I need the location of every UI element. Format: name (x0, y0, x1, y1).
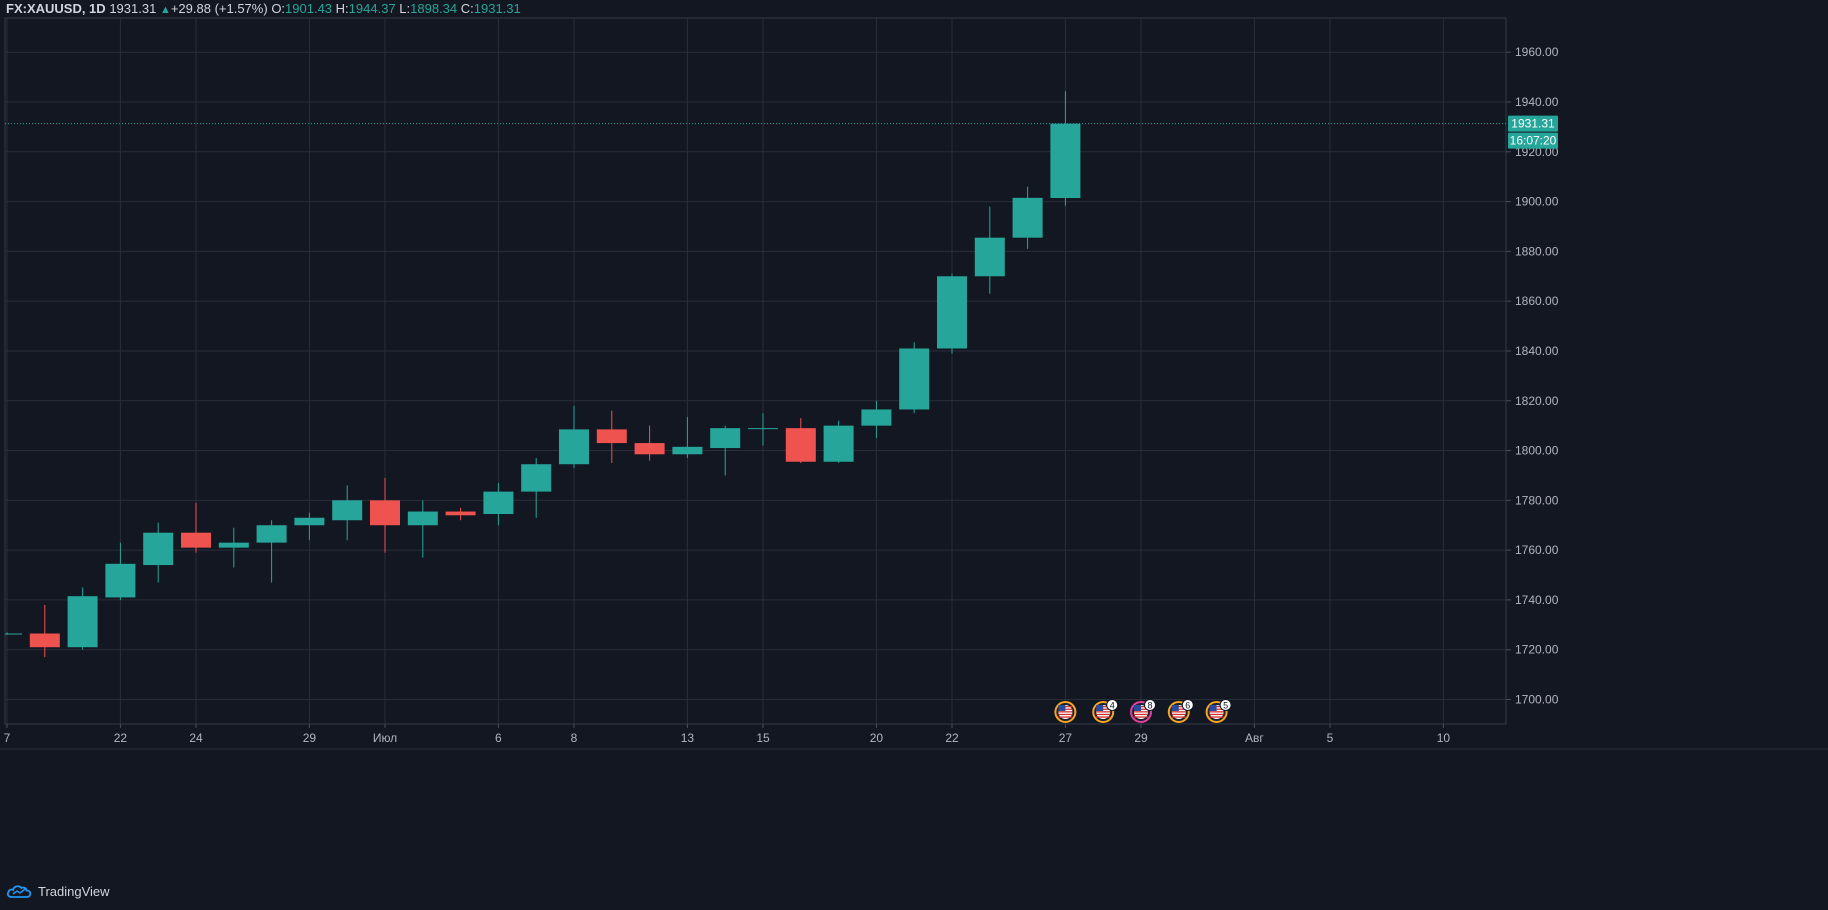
candle-body-down[interactable] (596, 429, 627, 444)
candle-body-up[interactable] (899, 348, 930, 410)
footer-brand[interactable]: TradingView (6, 880, 110, 902)
candle-body-up[interactable] (974, 237, 1005, 277)
event-count-badge: 6 (1185, 701, 1190, 711)
us-flag-icon[interactable]: 5 (1205, 699, 1232, 723)
high-value: 1944.37 (348, 1, 396, 16)
low-value: 1898.34 (410, 1, 458, 16)
y-tick-label: 1840.00 (1515, 344, 1559, 358)
bar-close-countdown: 16:07:20 (1510, 134, 1557, 148)
x-tick-label: Июл (373, 731, 397, 745)
symbol-name[interactable]: FX:XAUUSD, 1D (6, 1, 106, 16)
price-tag-value: 1931.31 (1511, 117, 1555, 131)
candlestick-chart[interactable]: 1700.00 1720.00 1740.00 1760.00 1780.00 1800.… (0, 0, 1828, 880)
x-tick-label: 13 (681, 731, 695, 745)
candle-body-down[interactable] (785, 428, 816, 462)
y-tick-label: 1860.00 (1515, 294, 1559, 308)
y-tick-label: 1700.00 (1515, 693, 1559, 707)
y-tick-label: 1820.00 (1515, 394, 1559, 408)
candle-body-down[interactable] (370, 500, 400, 526)
candle-body-up[interactable] (672, 446, 703, 455)
price-change: +29.88 (+1.57%) (170, 1, 268, 16)
us-flag-icon[interactable]: 4 (1092, 699, 1119, 723)
candle-body-down[interactable] (445, 511, 476, 516)
x-tick-label: 22 (945, 731, 959, 745)
candle-body-up[interactable] (710, 428, 741, 449)
y-tick-label: 1960.00 (1515, 45, 1559, 59)
price-tag-box (1508, 115, 1558, 132)
candle-body-up[interactable] (521, 464, 552, 492)
candle-body-up[interactable] (1012, 197, 1043, 238)
x-tick-label: 27 (1059, 731, 1073, 745)
y-tick-label: 1880.00 (1515, 244, 1559, 258)
candle-body-down[interactable] (181, 532, 211, 548)
candle-body-down[interactable] (634, 443, 665, 455)
x-tick-label: 29 (303, 731, 317, 745)
candle-body-up[interactable] (861, 409, 892, 426)
x-tick-label: 24 (189, 731, 203, 745)
x-tick-label: 15 (756, 731, 770, 745)
plot-frame (4, 17, 1507, 725)
y-tick-label: 1740.00 (1515, 593, 1559, 607)
x-tick-label: Авг (1245, 731, 1264, 745)
candle-body-up[interactable] (5, 633, 22, 635)
x-tick-label: 5 (1327, 731, 1334, 745)
candle-body-up[interactable] (559, 429, 589, 465)
y-tick-label: 1900.00 (1515, 195, 1559, 209)
candle-body-down[interactable] (29, 633, 60, 648)
y-tick-label: 1780.00 (1515, 493, 1559, 507)
x-tick-label: 29 (1134, 731, 1148, 745)
candle-body-up[interactable] (1050, 123, 1081, 199)
candle-body-up[interactable] (294, 517, 325, 526)
candle-body-up[interactable] (67, 596, 98, 648)
y-tick-label: 1940.00 (1515, 95, 1559, 109)
candle-body-up[interactable] (937, 276, 967, 349)
candle-body-up[interactable] (483, 491, 514, 515)
event-count-badge: 5 (1223, 701, 1228, 711)
us-flag-icon[interactable] (1054, 701, 1077, 723)
candle-body-up[interactable] (748, 428, 778, 430)
x-tick-label: 8 (571, 731, 578, 745)
candle-body-up[interactable] (332, 500, 363, 521)
candle-body-up[interactable] (407, 511, 438, 526)
candle-body-up[interactable] (143, 532, 174, 566)
event-count-badge: 4 (1110, 701, 1115, 711)
candle-body-up[interactable] (256, 525, 287, 543)
high-label: H: (335, 1, 349, 16)
y-tick-label: 1760.00 (1515, 543, 1559, 557)
tradingview-cloud-icon (6, 885, 32, 898)
candle-body-up[interactable] (105, 563, 136, 598)
brand-name: TradingView (38, 883, 110, 899)
close-value: 1931.31 (473, 1, 521, 16)
last-price: 1931.31 (109, 1, 157, 16)
open-label: O: (271, 1, 286, 16)
event-count-badge: 8 (1147, 701, 1152, 711)
us-flag-icon[interactable]: 6 (1167, 699, 1194, 723)
symbol-legend: FX:XAUUSD, 1D 1931.31 ▲+29.88 (+1.57%) O… (6, 0, 521, 18)
y-tick-label: 1800.00 (1515, 444, 1559, 458)
x-tick-label: 6 (495, 731, 502, 745)
open-value: 1901.43 (285, 1, 333, 16)
x-tick-label: 22 (114, 731, 128, 745)
candle-body-up[interactable] (823, 425, 854, 462)
y-tick-label: 1720.00 (1515, 643, 1559, 657)
x-tick-label: 10 (1437, 731, 1451, 745)
x-tick-label: 7 (4, 731, 11, 745)
candle-body-up[interactable] (218, 542, 249, 548)
close-label: C: (460, 1, 474, 16)
us-flag-icon[interactable]: 8 (1130, 699, 1156, 723)
x-tick-label: 20 (870, 731, 884, 745)
low-label: L: (399, 1, 411, 16)
change-arrow-icon: ▲ (159, 4, 171, 16)
countdown-box (1508, 132, 1558, 149)
